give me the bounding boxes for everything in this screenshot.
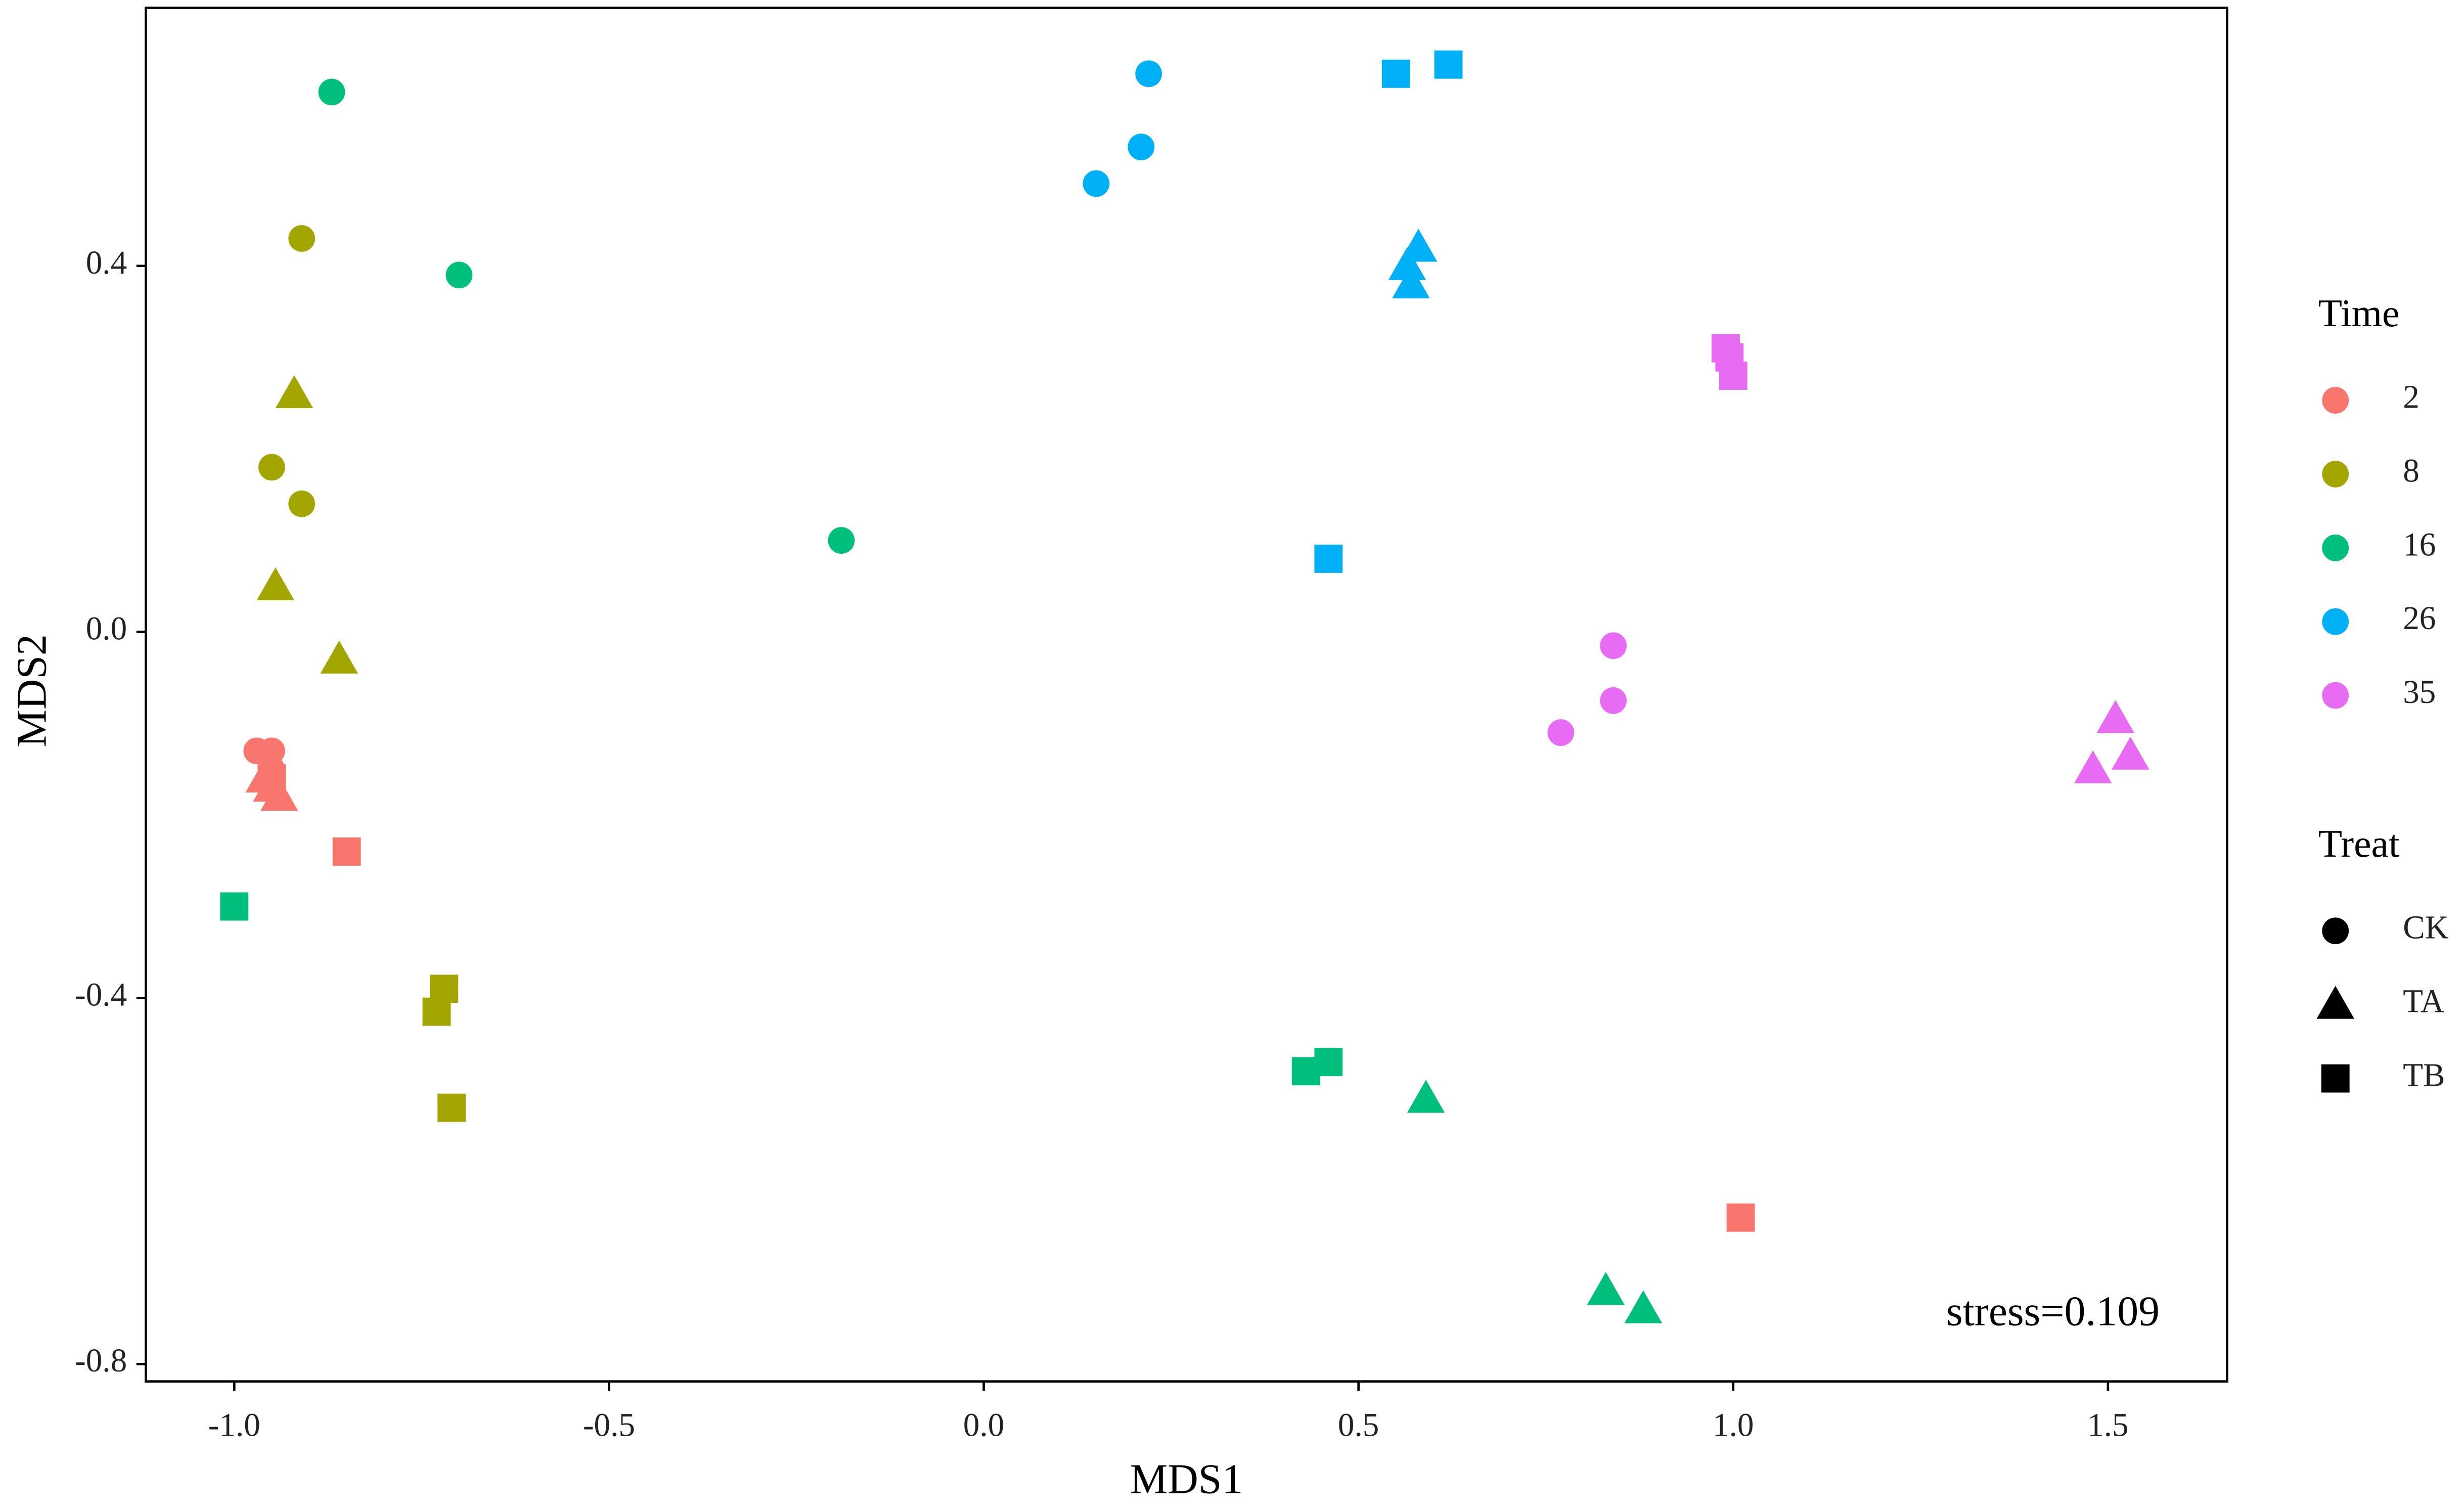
- legend-label: TA: [2403, 984, 2444, 1020]
- x-tick-label: 0.0: [963, 1407, 1004, 1444]
- point: [257, 764, 286, 793]
- point: [275, 375, 313, 409]
- point: [437, 1093, 466, 1122]
- point: [320, 640, 359, 674]
- point: [1388, 247, 1426, 280]
- point: [1547, 719, 1575, 746]
- point: [258, 454, 285, 481]
- legend-swatch: [2322, 608, 2349, 635]
- point: [258, 737, 285, 765]
- legend-label: 26: [2403, 600, 2436, 637]
- x-tick-label: 1.0: [1713, 1407, 1754, 1444]
- point: [1715, 343, 1744, 372]
- point: [2074, 750, 2112, 784]
- legend-label: CK: [2403, 910, 2449, 946]
- x-tick-label: -1.0: [208, 1407, 260, 1444]
- y-tick-label: 0.0: [86, 611, 127, 647]
- x-tick-label: 0.5: [1338, 1407, 1379, 1444]
- legend-swatch: [2322, 387, 2349, 414]
- x-tick-label: 1.5: [2087, 1407, 2128, 1444]
- y-axis-title: MDS2: [8, 634, 55, 747]
- y-tick-label: 0.4: [86, 245, 127, 281]
- point: [1135, 60, 1162, 87]
- point: [422, 997, 451, 1026]
- point: [1392, 265, 1430, 298]
- point: [288, 490, 316, 517]
- point: [332, 837, 361, 866]
- legend-swatch: [2322, 461, 2349, 487]
- point: [260, 778, 298, 811]
- point: [2112, 736, 2149, 770]
- legend-label: 2: [2403, 379, 2420, 416]
- point: [1726, 1203, 1755, 1232]
- point: [1128, 134, 1155, 160]
- point: [445, 261, 473, 289]
- x-axis-title: MDS1: [1130, 1456, 1243, 1503]
- legend-swatch: [2322, 534, 2349, 561]
- legend-label: 8: [2403, 453, 2420, 489]
- point: [288, 225, 316, 252]
- point: [1600, 632, 1627, 659]
- legend-label: 35: [2403, 674, 2436, 711]
- point: [1434, 50, 1463, 79]
- point: [1381, 59, 1410, 88]
- legend-swatch: [2322, 682, 2349, 709]
- point: [2096, 700, 2134, 733]
- point: [318, 78, 345, 106]
- point: [1314, 544, 1343, 573]
- x-tick-label: -0.5: [583, 1407, 635, 1444]
- point: [1600, 687, 1627, 714]
- point: [1083, 170, 1110, 197]
- legend-shape: [2316, 986, 2354, 1019]
- legend-label: 16: [2403, 526, 2436, 563]
- point: [1624, 1290, 1663, 1323]
- legend-shape: [2321, 1064, 2350, 1093]
- y-tick-label: -0.8: [75, 1343, 127, 1379]
- point: [256, 567, 295, 601]
- time-legend-title: Time: [2318, 291, 2400, 335]
- y-tick-label: -0.4: [75, 977, 127, 1013]
- point: [1407, 1080, 1445, 1113]
- stress-annotation: stress=0.109: [1946, 1288, 2160, 1335]
- legend-shape: [2322, 917, 2349, 945]
- legend-label: TB: [2403, 1057, 2445, 1094]
- point: [1314, 1048, 1343, 1077]
- point: [1587, 1272, 1625, 1305]
- treat-legend-title: Treat: [2318, 822, 2400, 865]
- point: [828, 527, 855, 554]
- point: [220, 892, 249, 921]
- plot-frame: [145, 7, 2228, 1383]
